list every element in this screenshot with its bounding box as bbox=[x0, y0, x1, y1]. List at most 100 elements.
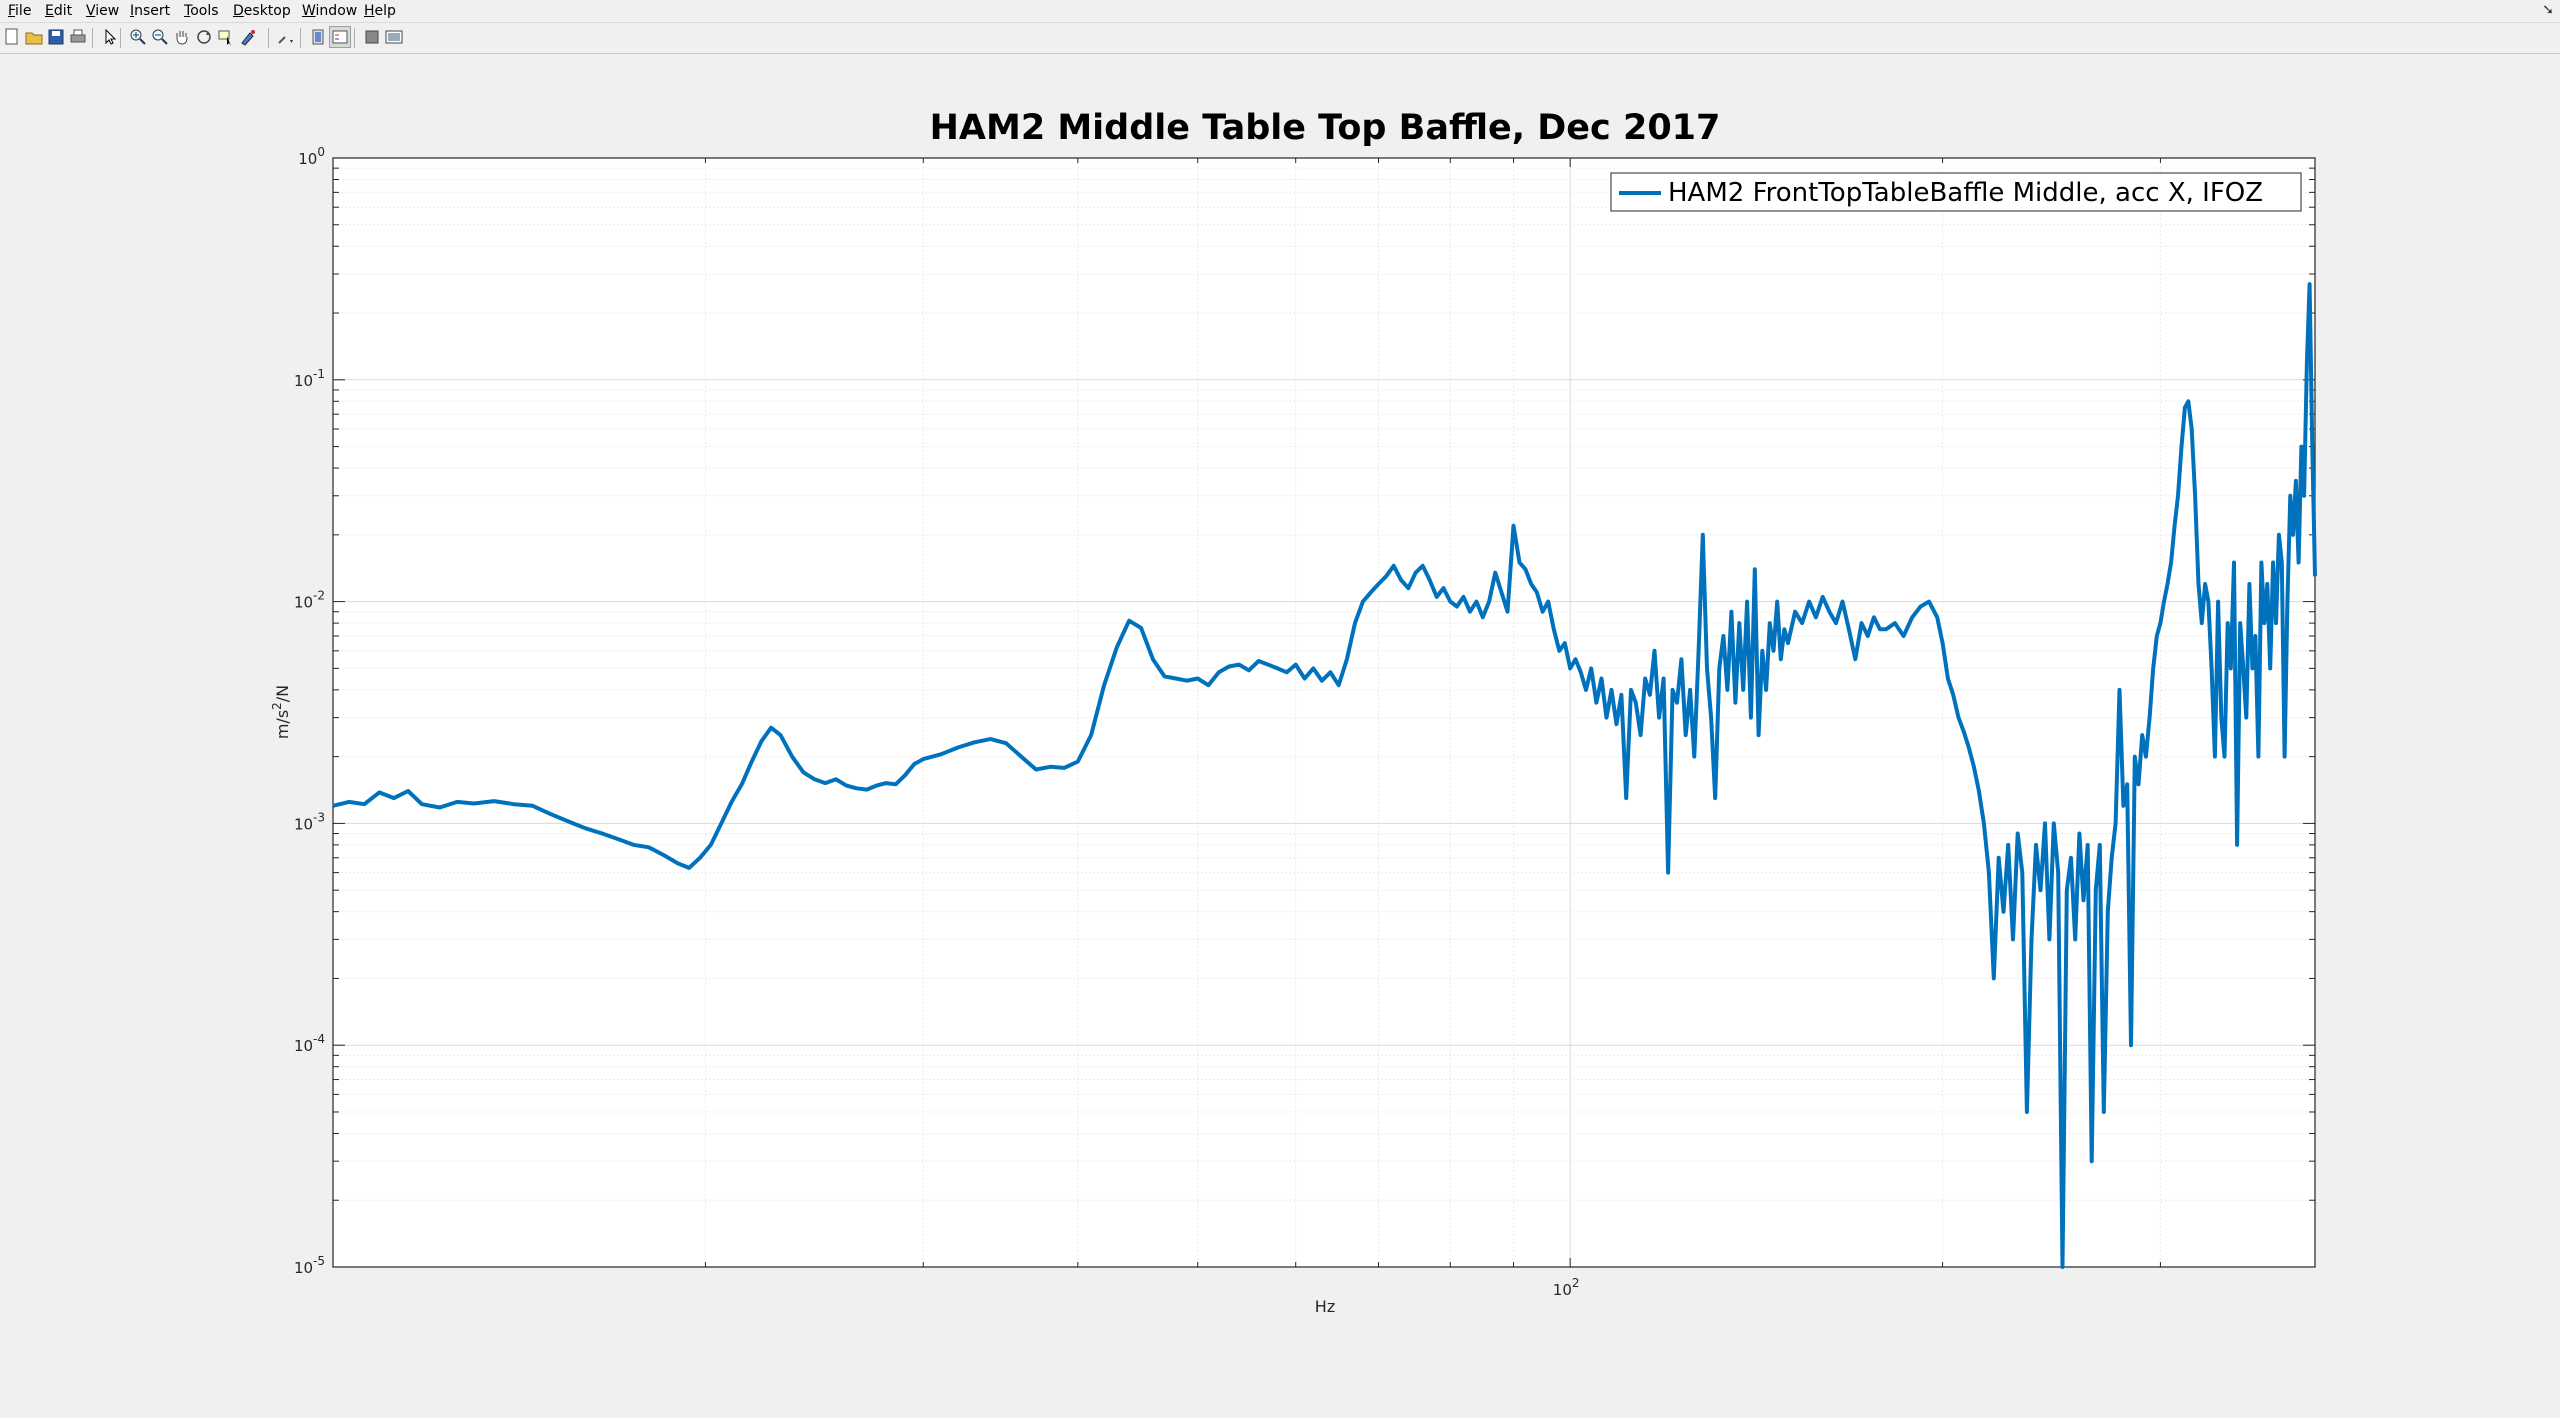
menu-label-rest: esktop bbox=[243, 3, 291, 19]
y-tick-label: 10-1 bbox=[294, 367, 325, 390]
y-tick-label-base: 10 bbox=[294, 1259, 313, 1277]
x-tick-label: 102 bbox=[1553, 1276, 1580, 1299]
y-tick-label-base: 10 bbox=[294, 372, 313, 390]
pan-button[interactable] bbox=[172, 27, 192, 47]
menu-label-rest: indow bbox=[315, 3, 358, 19]
data-cursor-icon bbox=[218, 30, 231, 46]
menu-label-rest: ile bbox=[15, 3, 32, 19]
hide-plot-tools-icon bbox=[365, 30, 379, 44]
link-plot-icon bbox=[278, 36, 293, 44]
y-axis-label-part: 2 bbox=[270, 702, 284, 710]
dock-arrow-icon[interactable]: ➘ bbox=[2542, 2, 2554, 18]
menu-label-rest: dit bbox=[53, 3, 73, 19]
pan-icon bbox=[176, 31, 188, 45]
new-figure-icon bbox=[5, 28, 18, 45]
y-tick-label-exponent: -3 bbox=[313, 810, 325, 824]
menu-desktop[interactable]: Desktop bbox=[233, 3, 291, 19]
y-axis-label-part: /N bbox=[273, 685, 292, 702]
menu-mnemonic: D bbox=[233, 3, 244, 19]
save-button[interactable] bbox=[46, 27, 66, 47]
y-tick-label: 10-3 bbox=[294, 810, 325, 833]
y-tick-label-exponent: -1 bbox=[313, 367, 325, 381]
y-axis-label-part: m/s bbox=[273, 710, 292, 739]
menu-mnemonic: F bbox=[8, 3, 16, 19]
zoom-out-button[interactable] bbox=[150, 27, 170, 47]
x-axis-label: Hz bbox=[1315, 1297, 1335, 1316]
y-tick-label-exponent: -2 bbox=[313, 589, 325, 603]
brush-button[interactable] bbox=[238, 27, 258, 47]
toolbar-separator bbox=[120, 28, 121, 48]
menu-view[interactable]: View bbox=[86, 3, 119, 19]
data-series bbox=[332, 282, 2317, 1269]
edit-plot-icon bbox=[105, 28, 117, 45]
menu-label-rest: elp bbox=[374, 3, 396, 19]
insert-legend-button[interactable] bbox=[329, 26, 351, 48]
series-line-0 bbox=[332, 282, 2317, 1269]
menu-edit[interactable]: Edit bbox=[45, 3, 72, 19]
menu-mnemonic: V bbox=[86, 3, 96, 19]
print-icon bbox=[70, 29, 86, 43]
y-tick-label-exponent: 0 bbox=[317, 145, 325, 159]
menu-mnemonic: H bbox=[364, 3, 375, 19]
save-icon bbox=[48, 29, 64, 45]
y-tick-label-exponent: -5 bbox=[313, 1254, 325, 1268]
brush-icon bbox=[241, 30, 255, 46]
menu-mnemonic: E bbox=[45, 3, 54, 19]
toolbar-separator bbox=[354, 28, 355, 48]
legend[interactable]: HAM2 FrontTopTableBaffle Middle, acc X, … bbox=[1610, 172, 2302, 212]
open-file-icon bbox=[25, 32, 43, 45]
y-tick-label-base: 10 bbox=[294, 815, 313, 833]
rotate-3d-icon bbox=[197, 30, 211, 44]
menu-help[interactable]: Help bbox=[364, 3, 396, 19]
menu-label-rest: nsert bbox=[134, 3, 171, 19]
figure-toolbar bbox=[0, 23, 2560, 54]
show-plot-tools-icon bbox=[385, 30, 403, 44]
axes-box bbox=[332, 157, 2316, 1268]
x-tick-label-exponent: 2 bbox=[1572, 1276, 1580, 1290]
zoom-in-icon bbox=[130, 29, 146, 45]
y-axis-label-text: m/s2/N bbox=[270, 685, 292, 739]
data-cursor-button[interactable] bbox=[216, 27, 236, 47]
rotate-3d-button[interactable] bbox=[194, 27, 214, 47]
y-axis-label: m/s2/N bbox=[270, 685, 292, 739]
y-tick-label-base: 10 bbox=[294, 594, 313, 612]
open-file-button[interactable] bbox=[24, 27, 44, 47]
new-figure-button[interactable] bbox=[2, 27, 22, 47]
x-tick-label-base: 10 bbox=[1553, 1281, 1572, 1299]
y-tick-label: 10-2 bbox=[294, 589, 325, 612]
y-tick-label: 10-4 bbox=[294, 1032, 325, 1055]
menu-tools[interactable]: Tools bbox=[184, 3, 219, 19]
show-plot-tools-button[interactable] bbox=[384, 27, 404, 47]
insert-colorbar-icon bbox=[312, 29, 324, 45]
plot-area bbox=[333, 158, 2315, 1267]
zoom-in-button[interactable] bbox=[128, 27, 148, 47]
menu-mnemonic: T bbox=[184, 3, 191, 19]
print-button[interactable] bbox=[68, 27, 88, 47]
chart-title: HAM2 Middle Table Top Baffle, Dec 2017 bbox=[930, 108, 1721, 148]
edit-plot-button[interactable] bbox=[100, 27, 120, 47]
zoom-out-icon bbox=[152, 29, 168, 45]
y-tick-label-base: 10 bbox=[294, 1037, 313, 1055]
link-plot-button[interactable] bbox=[276, 27, 296, 47]
menu-insert[interactable]: Insert bbox=[130, 3, 170, 19]
toolbar-separator bbox=[92, 28, 93, 48]
insert-colorbar-button[interactable] bbox=[308, 27, 328, 47]
y-tick-label-base: 10 bbox=[298, 150, 317, 168]
menu-bar: File Edit View Insert Tools Desktop Window Help bbox=[0, 0, 2560, 23]
grid-lines bbox=[332, 158, 2316, 1268]
menu-label-rest: ools bbox=[190, 3, 219, 19]
menu-mnemonic: I bbox=[130, 3, 135, 19]
y-tick-label: 100 bbox=[298, 145, 325, 168]
legend-box[interactable] bbox=[1610, 172, 2302, 212]
menu-window[interactable]: Window bbox=[302, 3, 357, 19]
y-tick-label: 10-5 bbox=[294, 1254, 325, 1277]
menu-file[interactable]: File bbox=[8, 3, 31, 19]
toolbar-separator bbox=[268, 28, 269, 48]
menu-label-rest: iew bbox=[95, 3, 120, 19]
menu-mnemonic: W bbox=[302, 3, 316, 19]
hide-plot-tools-button[interactable] bbox=[362, 27, 382, 47]
insert-legend-icon bbox=[332, 30, 348, 44]
toolbar-separator bbox=[300, 28, 301, 48]
